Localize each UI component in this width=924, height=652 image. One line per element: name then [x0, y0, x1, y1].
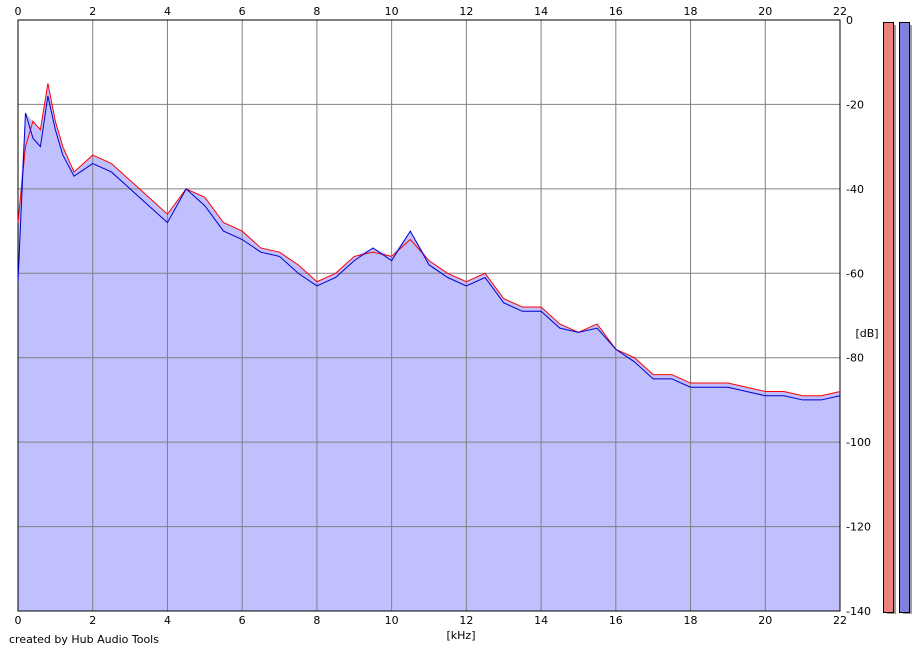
x-tick-label-bottom: 18: [684, 614, 698, 627]
spectrum-fill: [18, 83, 840, 612]
y-tick-label: -20: [846, 98, 864, 111]
x-tick-label-top: 6: [239, 5, 246, 18]
series-red-line: [17, 83, 841, 397]
y-tick-label: -140: [846, 605, 871, 618]
x-tick-label-top: 10: [385, 5, 399, 18]
x-tick-label-bottom: 4: [164, 614, 171, 627]
x-tick-label-bottom: 12: [459, 614, 473, 627]
y-tick-label: -60: [846, 267, 864, 280]
x-tick-label-bottom: 8: [313, 614, 320, 627]
spectrum-fill-layer: [18, 83, 840, 612]
x-tick-label-bottom: 22: [833, 614, 847, 627]
x-tick-label-top: 18: [684, 5, 698, 18]
x-tick-label-top: 16: [609, 5, 623, 18]
x-tick-label-bottom: 2: [89, 614, 96, 627]
y-tick-label: -40: [846, 183, 864, 196]
x-ticks-bottom: 0 2 4 6 8 10 12 14 16 18 20 22: [15, 614, 848, 627]
x-tick-label-bottom: 14: [534, 614, 548, 627]
credit-text: created by Hub Audio Tools: [9, 633, 159, 646]
plot-frame: [17, 19, 841, 612]
right-channel-meter: [899, 22, 910, 613]
x-tick-label-top: 12: [459, 5, 473, 18]
left-channel-meter: [883, 22, 894, 613]
x-ticks-top: 0 2 4 6 8 10 12 14 16 18 20 22: [15, 5, 848, 18]
y-axis-label: [dB]: [855, 327, 878, 340]
x-tick-label-top: 4: [164, 5, 171, 18]
y-tick-label: -80: [846, 352, 864, 365]
series-layer: [17, 83, 841, 401]
x-tick-label-bottom: 20: [758, 614, 772, 627]
y-tick-label: 0: [846, 14, 853, 27]
x-tick-label-bottom: 0: [15, 614, 22, 627]
grid-layer: [17, 19, 841, 612]
x-tick-label-bottom: 10: [385, 614, 399, 627]
x-axis-label: [kHz]: [447, 629, 476, 642]
y-tick-label: -100: [846, 436, 871, 449]
x-tick-label-top: 8: [313, 5, 320, 18]
x-tick-label-top: 20: [758, 5, 772, 18]
x-tick-label-top: 2: [89, 5, 96, 18]
y-ticks-right: 0 -20 -40 -60 -80 -100 -120 -140: [846, 14, 871, 618]
x-tick-label-top: 0: [15, 5, 22, 18]
x-tick-label-bottom: 16: [609, 614, 623, 627]
series-blue-line: [17, 95, 841, 401]
x-tick-label-top: 14: [534, 5, 548, 18]
x-tick-label-bottom: 6: [239, 614, 246, 627]
x-tick-label-top: 22: [833, 5, 847, 18]
y-tick-label: -120: [846, 521, 871, 534]
